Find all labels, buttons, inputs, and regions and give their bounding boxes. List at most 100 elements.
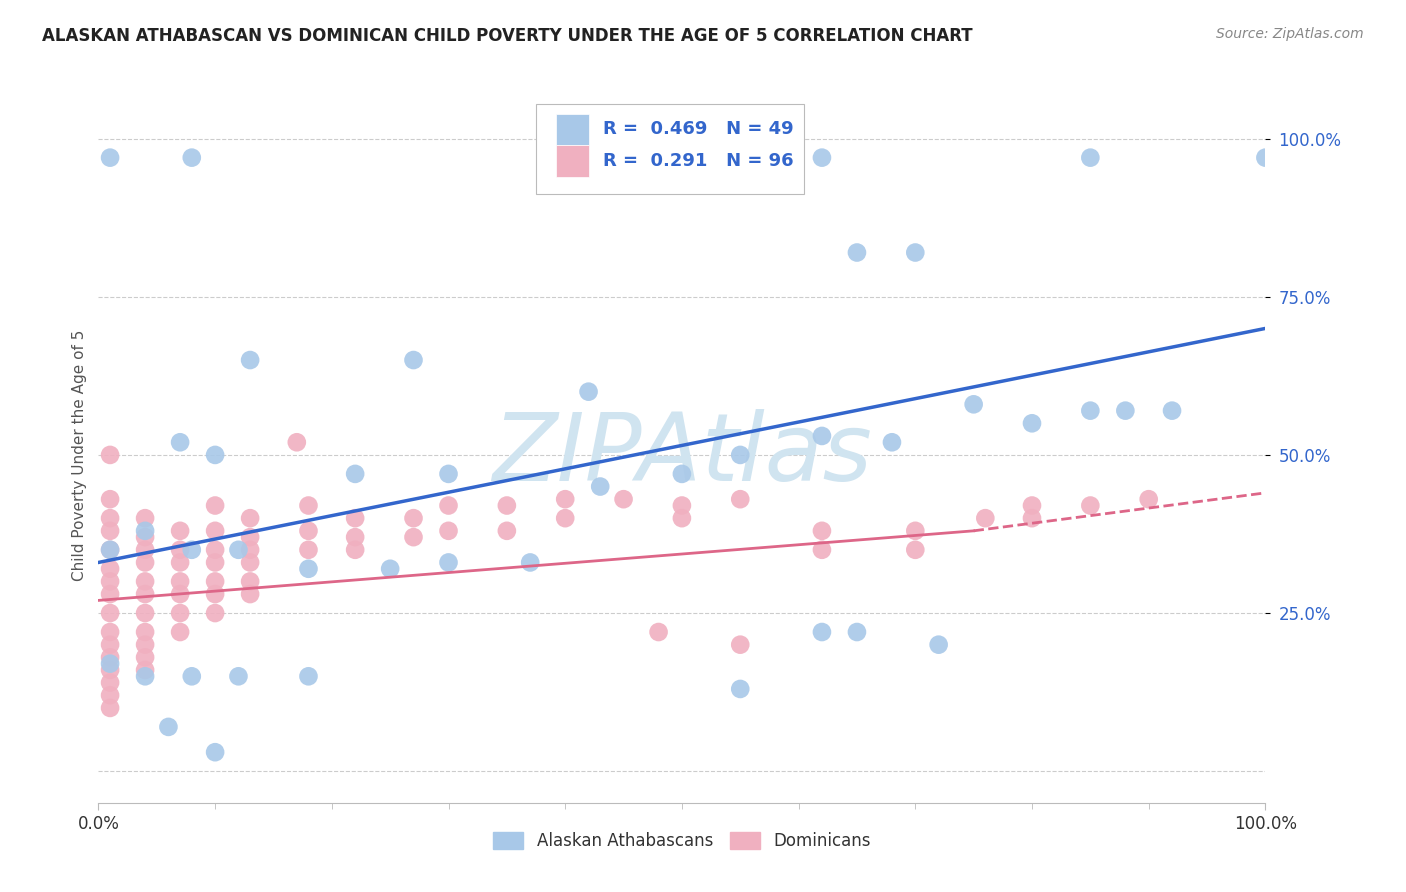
Point xyxy=(1254,151,1277,165)
Point xyxy=(811,429,834,443)
Point xyxy=(204,556,226,570)
Point xyxy=(98,675,121,690)
FancyBboxPatch shape xyxy=(536,103,804,194)
Point xyxy=(437,556,460,570)
Point xyxy=(730,151,752,165)
Point xyxy=(730,638,752,652)
Point xyxy=(519,556,541,570)
Bar xyxy=(555,145,589,177)
Point xyxy=(962,397,984,411)
Point xyxy=(496,524,519,538)
Point xyxy=(904,524,927,538)
Point xyxy=(204,606,226,620)
Point xyxy=(169,606,191,620)
Point xyxy=(1021,499,1043,513)
Point xyxy=(578,384,600,399)
Point xyxy=(344,530,367,544)
Point xyxy=(1080,499,1102,513)
Point xyxy=(169,435,191,450)
Bar xyxy=(555,114,589,145)
Text: R =  0.469   N = 49: R = 0.469 N = 49 xyxy=(603,120,793,138)
Point xyxy=(239,542,262,557)
Point xyxy=(98,542,121,557)
Point xyxy=(134,638,156,652)
Point xyxy=(1161,403,1184,417)
Point xyxy=(380,562,402,576)
Point xyxy=(98,587,121,601)
Point xyxy=(239,556,262,570)
Point xyxy=(1021,417,1043,431)
Point xyxy=(180,669,202,683)
Point xyxy=(437,467,460,481)
Legend: Alaskan Athabascans, Dominicans: Alaskan Athabascans, Dominicans xyxy=(486,826,877,857)
Point xyxy=(98,448,121,462)
Point xyxy=(730,448,752,462)
Point xyxy=(98,663,121,677)
Point xyxy=(671,511,693,525)
Point xyxy=(98,542,121,557)
Point xyxy=(134,650,156,665)
Point xyxy=(437,499,460,513)
Point xyxy=(228,542,250,557)
Point xyxy=(134,542,156,557)
Y-axis label: Child Poverty Under the Age of 5: Child Poverty Under the Age of 5 xyxy=(72,329,87,581)
Point xyxy=(239,587,262,601)
Point xyxy=(239,574,262,589)
Point xyxy=(1080,403,1102,417)
Point xyxy=(1114,403,1136,417)
Point xyxy=(554,492,576,507)
Point xyxy=(204,542,226,557)
Point xyxy=(98,151,121,165)
Point xyxy=(204,499,226,513)
Point xyxy=(134,663,156,677)
Point xyxy=(180,542,202,557)
Point xyxy=(134,530,156,544)
Point xyxy=(613,492,636,507)
Point xyxy=(134,625,156,640)
Point xyxy=(904,245,927,260)
Point xyxy=(554,511,576,525)
Point xyxy=(134,606,156,620)
Point xyxy=(204,574,226,589)
Point xyxy=(157,720,180,734)
Point xyxy=(169,524,191,538)
Point xyxy=(928,638,950,652)
Point xyxy=(98,606,121,620)
Point xyxy=(344,511,367,525)
Point xyxy=(297,669,319,683)
Point xyxy=(204,448,226,462)
Point xyxy=(98,650,121,665)
Text: ZIPAtlas: ZIPAtlas xyxy=(492,409,872,500)
Point xyxy=(671,467,693,481)
Point xyxy=(98,562,121,576)
Point xyxy=(904,542,927,557)
Point xyxy=(134,574,156,589)
Point xyxy=(437,524,460,538)
Point xyxy=(98,657,121,671)
Point xyxy=(98,524,121,538)
Point xyxy=(297,562,319,576)
Point xyxy=(647,625,669,640)
Point xyxy=(671,499,693,513)
Point xyxy=(134,556,156,570)
Point xyxy=(98,574,121,589)
Point xyxy=(846,245,869,260)
Point xyxy=(974,511,997,525)
Point xyxy=(134,524,156,538)
Point xyxy=(297,499,319,513)
Point xyxy=(169,556,191,570)
Point xyxy=(344,467,367,481)
Point xyxy=(134,587,156,601)
Point xyxy=(204,745,226,759)
Text: ALASKAN ATHABASCAN VS DOMINICAN CHILD POVERTY UNDER THE AGE OF 5 CORRELATION CHA: ALASKAN ATHABASCAN VS DOMINICAN CHILD PO… xyxy=(42,27,973,45)
Point xyxy=(98,688,121,702)
Point xyxy=(1021,511,1043,525)
Point xyxy=(402,353,425,368)
Point xyxy=(169,574,191,589)
Point xyxy=(204,587,226,601)
Point xyxy=(98,511,121,525)
Point xyxy=(239,511,262,525)
Point xyxy=(880,435,903,450)
Point xyxy=(169,587,191,601)
Point xyxy=(297,542,319,557)
